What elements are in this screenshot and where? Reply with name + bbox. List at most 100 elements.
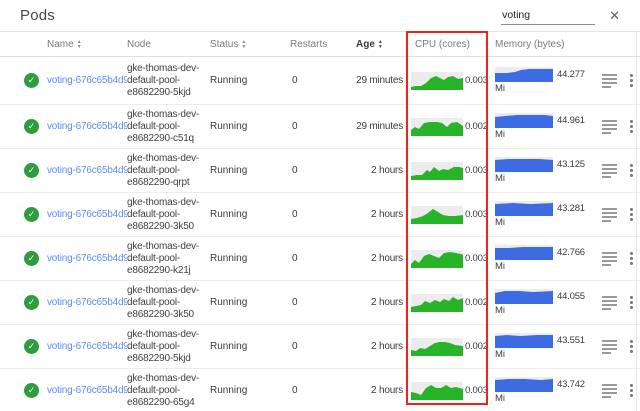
cpu-value: 0.002 [465,297,488,308]
pod-name-link[interactable]: voting-676c65b4d9-tpj [47,341,127,352]
pod-age: 2 hours [371,165,403,176]
node-name: gke-thomas-dev-default-pool-e8682290-qrp… [127,152,200,188]
pod-status: Running [210,385,248,396]
table-header-row: Name ▲ ▼ Node Status ▲ ▼ Restarts Age ▲ ▼ C… [0,32,640,57]
memory-value: 43.742 [557,379,585,390]
table-row: ✓ voting-676c65b4d9-tpj gke-thomas-dev-d… [0,325,640,369]
column-header-node: Node [127,39,208,50]
pod-age: 2 hours [371,341,403,352]
memory-unit: Mi [495,173,506,184]
pod-name-link[interactable]: voting-676c65b4d9-srl [47,253,127,264]
pod-age: 29 minutes [356,75,403,86]
memory-unit: Mi [495,217,506,228]
search-input[interactable] [501,6,596,25]
memory-unit: Mi [495,129,506,140]
column-header-node-label: Node [127,38,151,50]
table-row: ✓ voting-676c65b4d9-72 gke-thomas-dev-de… [0,149,640,193]
logs-icon[interactable] [601,207,617,222]
memory-sparkline [495,67,553,82]
memory-sparkline [495,333,553,348]
pod-name-link[interactable]: voting-676c65b4d9-8f8 [47,385,127,396]
table-row: ✓ voting-676c65b4d9-srl gke-thomas-dev-d… [0,237,640,281]
restart-count: 0 [292,297,298,308]
column-header-age-label: Age [356,38,375,50]
memory-sparkline [495,157,553,172]
pod-age: 29 minutes [356,121,403,132]
close-icon[interactable]: ✕ [609,8,620,23]
sort-arrows-icon: ▲ ▼ [76,38,82,50]
node-name: gke-thomas-dev-default-pool-e8682290-5kj… [127,328,200,364]
cpu-value: 0.002 [465,341,488,352]
node-name: gke-thomas-dev-default-pool-e8682290-3k5… [127,196,200,232]
column-header-restarts-label: Restarts [290,38,328,50]
pod-status: Running [210,297,248,308]
memory-sparkline [495,201,553,216]
kebab-menu-icon[interactable] [622,296,640,309]
pod-name-link[interactable]: voting-676c65b4d9-xs [47,75,127,86]
column-header-name[interactable]: Name ▲ ▼ [47,39,127,50]
memory-unit: Mi [495,305,506,316]
logs-icon[interactable] [601,119,617,134]
kebab-menu-icon[interactable] [622,120,640,133]
pod-name-link[interactable]: voting-676c65b4d9-tj6 [47,297,127,308]
table-row: ✓ voting-676c65b4d9-xs gke-thomas-dev-de… [0,57,640,105]
pod-status-ok-icon: ✓ [24,251,39,266]
logs-icon[interactable] [601,251,617,266]
column-header-name-label: Name [47,38,74,50]
pod-age: 2 hours [371,385,403,396]
memory-sparkline [495,113,553,128]
memory-unit: Mi [495,393,506,404]
restart-count: 0 [292,165,298,176]
page-header: Pods ✕ [0,0,640,32]
pod-name-link[interactable]: voting-676c65b4d9-tpr [47,121,127,132]
logs-icon[interactable] [601,383,617,398]
pod-status-ok-icon: ✓ [24,295,39,310]
pod-status-ok-icon: ✓ [24,339,39,354]
kebab-menu-icon[interactable] [622,208,640,221]
pod-status: Running [210,341,248,352]
pod-age: 2 hours [371,209,403,220]
kebab-menu-icon[interactable] [622,340,640,353]
cpu-sparkline [411,71,463,90]
memory-sparkline [495,245,553,260]
memory-value: 44.961 [557,115,585,126]
table-row: ✓ voting-676c65b4d9-tpr gke-thomas-dev-d… [0,105,640,149]
restart-count: 0 [292,253,298,264]
logs-icon[interactable] [601,339,617,354]
column-header-age[interactable]: Age ▲ ▼ [348,39,407,50]
pod-name-link[interactable]: voting-676c65b4d9-72 [47,165,127,176]
cpu-value: 0.003 [465,209,488,220]
node-name: gke-thomas-dev-default-pool-e8682290-5kj… [127,62,200,98]
cpu-sparkline [411,249,463,268]
pod-status-ok-icon: ✓ [24,207,39,222]
memory-value: 43.281 [557,203,585,214]
pod-status: Running [210,209,248,220]
kebab-menu-icon[interactable] [622,384,640,397]
restart-count: 0 [292,121,298,132]
cpu-sparkline [411,161,463,180]
table-row: ✓ voting-676c65b4d9-tj6 gke-thomas-dev-d… [0,281,640,325]
table-row: ✓ voting-676c65b4d9-8f8 gke-thomas-dev-d… [0,369,640,411]
memory-value: 44.055 [557,291,585,302]
kebab-menu-icon[interactable] [622,164,640,177]
node-name: gke-thomas-dev-default-pool-e8682290-65g… [127,372,200,408]
column-header-memory: Memory (bytes) [489,39,596,50]
cpu-sparkline [411,337,463,356]
node-name: gke-thomas-dev-default-pool-e8682290-3k5… [127,284,200,320]
pod-name-link[interactable]: voting-676c65b4d9-nv [47,209,127,220]
cpu-value: 0.002 [465,121,488,132]
pod-age: 2 hours [371,253,403,264]
logs-icon[interactable] [601,163,617,178]
column-header-status[interactable]: Status ▲ ▼ [208,39,284,50]
page-title: Pods [20,7,55,24]
sort-arrows-icon: ▲ ▼ [377,38,383,50]
kebab-menu-icon[interactable] [622,252,640,265]
memory-unit: Mi [495,83,506,94]
column-header-restarts: Restarts [284,39,348,50]
cpu-sparkline [411,293,463,312]
logs-icon[interactable] [601,73,617,88]
restart-count: 0 [292,385,298,396]
logs-icon[interactable] [601,295,617,310]
kebab-menu-icon[interactable] [622,74,640,87]
